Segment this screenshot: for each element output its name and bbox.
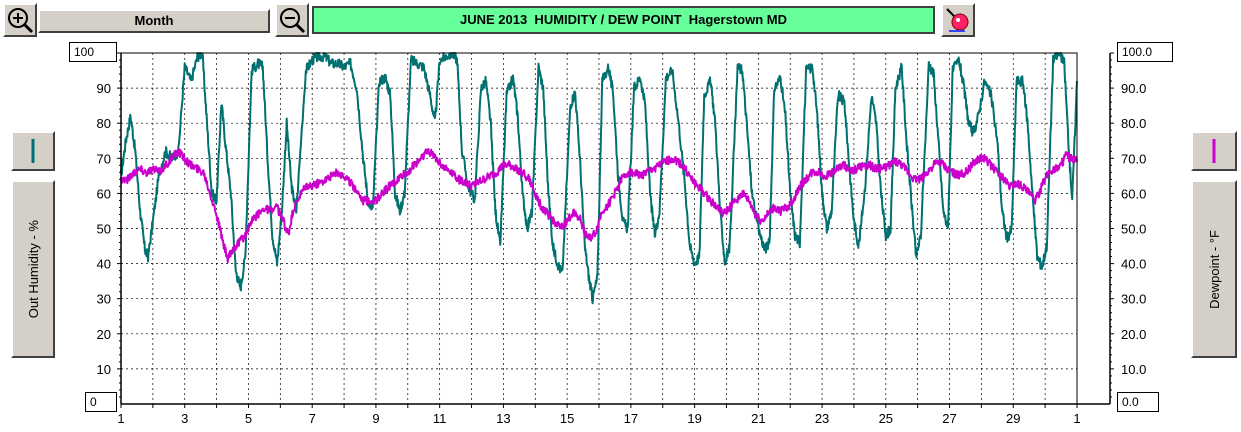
right-axis-min-readout[interactable]: 0.0 (1117, 392, 1159, 412)
right-tick-label: 50.0 (1121, 222, 1146, 237)
x-tick-label: 17 (624, 411, 638, 426)
right-tick-label: 90.0 (1121, 81, 1146, 96)
left-tick-label: 90 (97, 81, 111, 96)
right-tick-label: 80.0 (1121, 116, 1146, 131)
magnifier-minus-icon (280, 8, 306, 34)
humidity-axis-button[interactable]: Out Humidity - % (11, 180, 55, 358)
right-tick-label: 60.0 (1121, 186, 1146, 201)
left-tick-label: 10 (97, 362, 111, 377)
left-tick-label: 60 (97, 186, 111, 201)
dewpoint-axis-label: Dewpoint - °F (1206, 229, 1222, 309)
x-tick-label: 9 (372, 411, 379, 426)
x-tick-label: 27 (942, 411, 956, 426)
right-axis-max-readout[interactable]: 100.0 (1117, 42, 1173, 62)
x-tick-label: 11 (433, 411, 447, 426)
left-tick-label: 50 (97, 222, 111, 237)
chart-grid (120, 52, 1078, 404)
left-tick-label: 20 (97, 327, 111, 342)
humidity-axis-label: Out Humidity - % (25, 219, 41, 319)
x-tick-label: 1 (1073, 411, 1080, 426)
left-axis-max-readout[interactable]: 100 (69, 42, 117, 62)
x-tick-label: 1 (117, 411, 124, 426)
chart-title: JUNE 2013 HUMIDITY / DEW POINT Hagerstow… (312, 6, 935, 34)
right-tick-label: 20.0 (1121, 327, 1146, 342)
x-tick-label: 25 (879, 411, 893, 426)
options-button[interactable] (941, 3, 975, 37)
pen-icon (946, 8, 969, 32)
x-tick-label: 7 (309, 411, 316, 426)
right-tick-label: 30.0 (1121, 292, 1146, 307)
x-tick-label: 15 (560, 411, 574, 426)
humidity-color-button[interactable] (11, 131, 55, 171)
x-tick-label: 5 (245, 411, 252, 426)
x-tick-label: 23 (815, 411, 829, 426)
line-swatch-icon (1212, 139, 1216, 163)
humidity-series-line (120, 52, 1078, 305)
x-tick-label: 19 (687, 411, 701, 426)
dewpoint-color-button[interactable] (1191, 131, 1237, 171)
right-tick-label: 10.0 (1121, 362, 1146, 377)
dewpoint-axis-button[interactable]: Dewpoint - °F (1191, 180, 1237, 358)
left-tick-label: 70 (97, 151, 111, 166)
left-tick-label: 30 (97, 292, 111, 307)
x-tick-label: 29 (1006, 411, 1020, 426)
axis-ticks (117, 52, 1114, 408)
axis-labels: 90 90.0 80 80.0 70 70.0 60 60.0 50 50.0 40 40.0 30 30… (97, 81, 1147, 426)
left-tick-label: 40 (97, 257, 111, 272)
plot-frame (120, 52, 1078, 405)
zoom-in-button[interactable] (3, 3, 37, 37)
left-axis-min-readout[interactable]: 0 (85, 392, 117, 412)
right-tick-label: 40.0 (1121, 257, 1146, 272)
x-tick-label: 21 (751, 411, 765, 426)
x-tick-label: 3 (181, 411, 188, 426)
x-tick-label: 13 (496, 411, 510, 426)
series-layer (120, 52, 1078, 305)
right-tick-label: 70.0 (1121, 151, 1146, 166)
dewpoint-series-line (120, 148, 1078, 264)
magnifier-plus-icon (8, 8, 34, 34)
range-selector-button[interactable]: Month (38, 9, 270, 33)
line-swatch-icon (31, 139, 35, 163)
zoom-out-button[interactable] (275, 3, 309, 37)
left-tick-label: 80 (97, 116, 111, 131)
